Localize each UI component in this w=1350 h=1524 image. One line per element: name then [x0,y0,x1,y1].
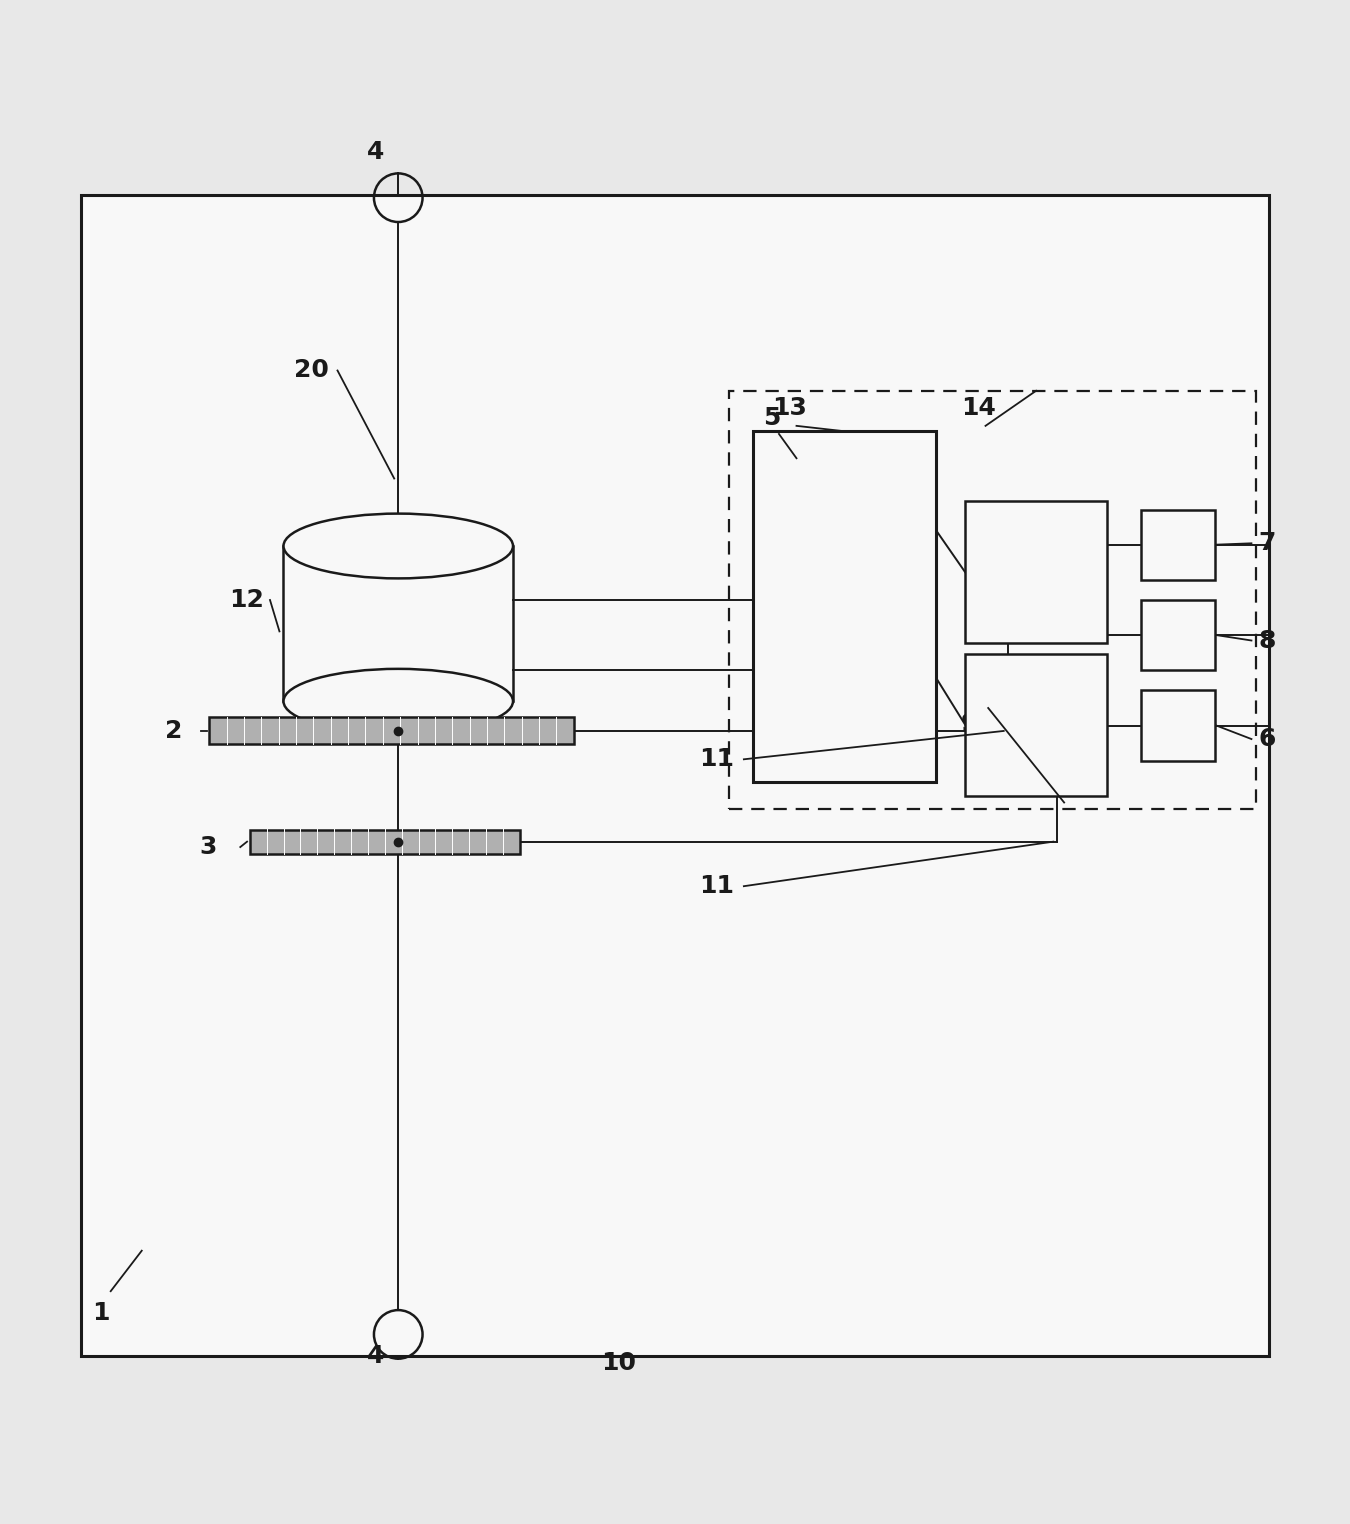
Text: 11: 11 [699,747,734,771]
Bar [284,546,513,701]
Bar [965,654,1107,796]
Bar [1141,600,1215,671]
Bar [1141,690,1215,760]
Text: 5: 5 [763,405,780,430]
Text: 1: 1 [92,1301,109,1324]
Bar [729,390,1256,809]
Text: 8: 8 [1258,628,1276,652]
Bar [250,829,520,853]
Text: 4: 4 [367,1344,383,1369]
Bar [209,718,574,744]
Text: 13: 13 [772,396,807,421]
Text: 12: 12 [230,588,265,613]
Bar [81,195,1269,1356]
Bar [753,431,936,782]
Text: 11: 11 [699,875,734,898]
Text: 6: 6 [1258,727,1276,751]
Bar [1141,509,1215,579]
Bar [965,501,1107,643]
Text: 20: 20 [294,358,329,383]
Text: 4: 4 [367,140,383,163]
Text: 7: 7 [1258,532,1276,555]
Text: 3: 3 [200,835,217,860]
Text: 9: 9 [961,712,979,736]
Text: 14: 14 [961,396,996,421]
Text: 2: 2 [165,719,182,742]
Text: 10: 10 [601,1350,636,1375]
Ellipse shape [284,514,513,579]
Ellipse shape [284,669,513,733]
